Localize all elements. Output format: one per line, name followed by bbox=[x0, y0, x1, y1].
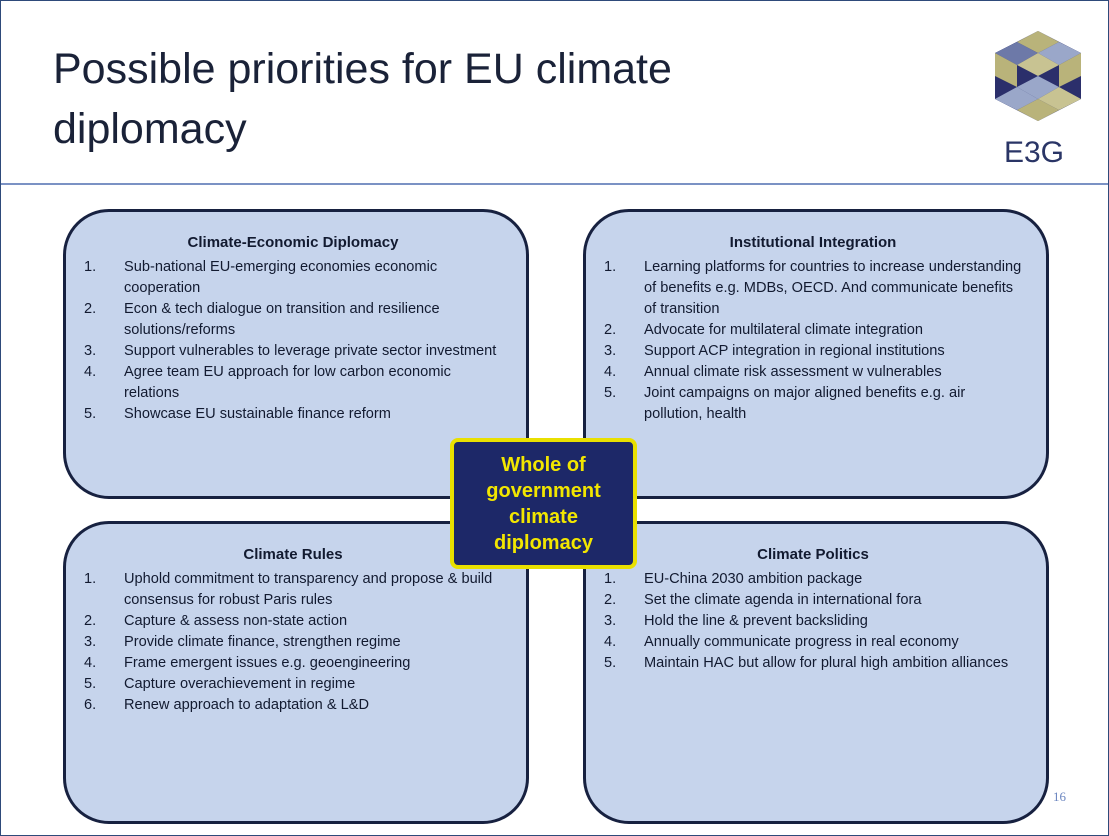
item-text: Capture & assess non-state action bbox=[124, 613, 348, 629]
list-item: 3. Hold the line & prevent backsliding bbox=[604, 611, 1022, 632]
item-number: 3. bbox=[604, 613, 617, 629]
item-number: 4. bbox=[604, 364, 617, 380]
item-number: 4. bbox=[84, 364, 97, 380]
item-text: Support vulnerables to leverage private … bbox=[124, 343, 497, 359]
list-item: 5. Showcase EU sustainable finance reform bbox=[84, 404, 502, 425]
item-number: 1. bbox=[604, 259, 617, 275]
list-item: 1. EU-China 2030 ambition package bbox=[604, 569, 1022, 590]
slide-title: Possible priorities for EU climate diplo… bbox=[53, 45, 672, 153]
item-text: Capture overachievement in regime bbox=[124, 676, 356, 692]
header-rule bbox=[1, 183, 1108, 185]
quadrant-heading: Climate Rules bbox=[243, 546, 343, 563]
item-number: 3. bbox=[84, 634, 97, 650]
item-number: 2. bbox=[84, 613, 97, 629]
list-item: 5. Joint campaigns on major aligned benef… bbox=[604, 383, 1022, 425]
item-text: Joint campaigns on major aligned benefit… bbox=[644, 385, 966, 422]
quadrant-heading: Climate Politics bbox=[757, 546, 869, 563]
item-text: Provide climate finance, strengthen regi… bbox=[124, 634, 401, 650]
logo-text: E3G bbox=[1003, 136, 1065, 169]
item-text: EU-China 2030 ambition package bbox=[644, 571, 863, 587]
item-text: Agree team EU approach for low carbon ec… bbox=[124, 364, 451, 401]
item-text: Econ & tech dialogue on transition and r… bbox=[124, 301, 440, 338]
logo bbox=[995, 31, 1081, 121]
quadrant: Institutional Integration 1. Learning plat… bbox=[583, 209, 1049, 499]
list-item: 2. Capture & assess non-state action bbox=[84, 611, 502, 632]
item-number: 1. bbox=[84, 571, 97, 587]
item-number: 2. bbox=[84, 301, 97, 317]
item-text: Sub-national EU-emerging economies econo… bbox=[124, 259, 438, 296]
item-text: Learning platforms for countries to incr… bbox=[644, 259, 1022, 317]
item-number: 2. bbox=[604, 322, 617, 338]
list-item: 5. Capture overachievement in regime bbox=[84, 674, 502, 695]
item-text: Annual climate risk assessment w vulnera… bbox=[644, 364, 942, 380]
item-number: 5. bbox=[84, 406, 97, 422]
list-item: 2. Advocate for multilateral climate inte… bbox=[604, 320, 1022, 341]
item-number: 5. bbox=[84, 676, 97, 692]
quadrant-heading: Climate-Economic Diplomacy bbox=[187, 234, 399, 251]
item-text: Showcase EU sustainable finance reform bbox=[124, 406, 391, 422]
item-number: 2. bbox=[604, 592, 617, 608]
item-number: 3. bbox=[84, 343, 97, 359]
item-text: Annually communicate progress in real ec… bbox=[644, 634, 959, 650]
list-item: 3. Support vulnerables to leverage privat… bbox=[84, 341, 502, 362]
quadrant: Climate Politics 1. EU-China 2030 ambition… bbox=[583, 521, 1049, 824]
item-text: Support ACP integration in regional inst… bbox=[644, 343, 945, 359]
item-text: Frame emergent issues e.g. geoengineerin… bbox=[124, 655, 411, 671]
item-number: 5. bbox=[604, 655, 617, 671]
page-number: 16 bbox=[1053, 789, 1066, 804]
item-text: Hold the line & prevent backsliding bbox=[644, 613, 868, 629]
item-number: 1. bbox=[84, 259, 97, 275]
list-item: 4. Annual climate risk assessment w vulne… bbox=[604, 362, 1022, 383]
item-number: 1. bbox=[604, 571, 617, 587]
list-item: 1. Uphold commitment to transparency and … bbox=[84, 569, 502, 611]
quadrant: Climate Rules 1. Uphold commitment to tran… bbox=[63, 521, 529, 824]
item-text: Set the climate agenda in international … bbox=[644, 592, 922, 608]
item-text: Uphold commitment to transparency and pr… bbox=[124, 571, 493, 608]
list-item: 4. Agree team EU approach for low carbon … bbox=[84, 362, 502, 404]
list-item: 2. Set the climate agenda in internationa… bbox=[604, 590, 1022, 611]
item-text: Renew approach to adaptation & L&D bbox=[124, 697, 370, 713]
list-item: 5. Maintain HAC but allow for plural high… bbox=[604, 653, 1022, 674]
list-item: 4. Frame emergent issues e.g. geoengineer… bbox=[84, 653, 502, 674]
list-item: 1. Learning platforms for countries to in… bbox=[604, 257, 1022, 320]
item-text: Advocate for multilateral climate integr… bbox=[644, 322, 924, 338]
list-item: 3. Support ACP integration in regional in… bbox=[604, 341, 1022, 362]
list-item: 2. Econ & tech dialogue on transition and… bbox=[84, 299, 502, 341]
item-number: 4. bbox=[604, 634, 617, 650]
item-text: Maintain HAC but allow for plural high a… bbox=[644, 655, 1009, 671]
list-item: 3. Provide climate finance, strengthen re… bbox=[84, 632, 502, 653]
center-box: Whole of government climate diplomacy bbox=[450, 438, 637, 569]
list-item: 1. Sub-national EU-emerging economies eco… bbox=[84, 257, 502, 299]
item-number: 3. bbox=[604, 343, 617, 359]
list-item: 4. Annually communicate progress in real … bbox=[604, 632, 1022, 653]
item-number: 4. bbox=[84, 655, 97, 671]
list-item: 6. Renew approach to adaptation & L&D bbox=[84, 695, 502, 716]
item-number: 5. bbox=[604, 385, 617, 401]
item-number: 6. bbox=[84, 697, 97, 713]
quadrant-heading: Institutional Integration bbox=[729, 234, 897, 251]
